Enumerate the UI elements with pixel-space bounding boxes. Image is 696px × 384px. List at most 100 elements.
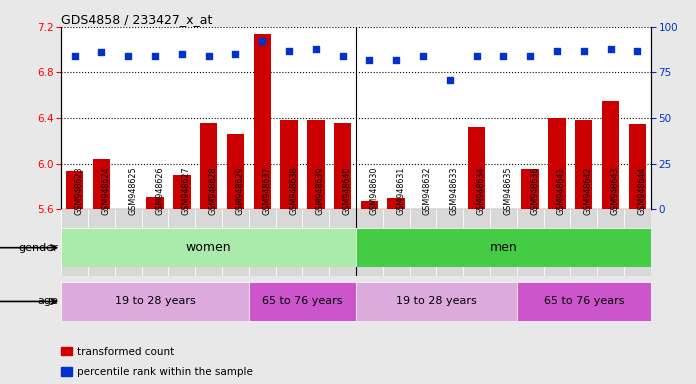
Bar: [334, 122, 351, 209]
Bar: [120, 209, 137, 213]
Point: [96, 50, 107, 56]
Bar: [575, 120, 592, 209]
Bar: [388, 198, 405, 209]
Point: [203, 53, 214, 59]
Text: GSM948642: GSM948642: [584, 166, 593, 215]
Point: [337, 53, 348, 59]
Point: [310, 46, 322, 52]
Bar: [249, 282, 356, 321]
Bar: [227, 134, 244, 209]
Bar: [329, 209, 356, 276]
Text: GSM948624: GSM948624: [102, 166, 111, 215]
Bar: [383, 209, 409, 276]
Text: GSM948635: GSM948635: [503, 166, 512, 215]
Text: GSM948631: GSM948631: [396, 166, 405, 215]
Bar: [409, 209, 436, 276]
Point: [176, 51, 187, 57]
Bar: [280, 120, 298, 209]
Text: GSM948629: GSM948629: [235, 166, 244, 215]
Text: GSM948634: GSM948634: [477, 166, 486, 215]
Bar: [249, 209, 276, 276]
Point: [69, 53, 80, 59]
Bar: [61, 346, 72, 355]
Point: [230, 51, 241, 57]
Text: GSM948633: GSM948633: [450, 166, 459, 215]
Point: [418, 53, 429, 59]
Bar: [222, 209, 249, 276]
Bar: [468, 127, 485, 209]
Text: 19 to 28 years: 19 to 28 years: [396, 296, 477, 306]
Point: [122, 53, 134, 59]
Bar: [356, 282, 516, 321]
Bar: [516, 209, 544, 276]
Bar: [61, 228, 356, 267]
Bar: [356, 228, 651, 267]
Bar: [200, 122, 217, 209]
Text: GSM948625: GSM948625: [128, 166, 137, 215]
Text: GSM948637: GSM948637: [262, 166, 271, 215]
Point: [150, 53, 161, 59]
Text: GSM948632: GSM948632: [423, 166, 432, 215]
Bar: [88, 209, 115, 276]
Bar: [276, 209, 302, 276]
Text: men: men: [489, 241, 517, 254]
Bar: [61, 209, 88, 276]
Text: GSM948643: GSM948643: [610, 166, 619, 215]
Text: 65 to 76 years: 65 to 76 years: [262, 296, 342, 306]
Bar: [464, 209, 490, 276]
Bar: [436, 209, 464, 276]
Text: GSM948641: GSM948641: [557, 166, 566, 215]
Bar: [61, 367, 72, 376]
Text: 19 to 28 years: 19 to 28 years: [115, 296, 196, 306]
Bar: [146, 197, 164, 209]
Bar: [602, 101, 619, 209]
Text: GSM948644: GSM948644: [638, 166, 647, 215]
Bar: [195, 209, 222, 276]
Text: GDS4858 / 233427_x_at: GDS4858 / 233427_x_at: [61, 13, 212, 26]
Bar: [597, 209, 624, 276]
Bar: [142, 209, 168, 276]
Text: GSM948628: GSM948628: [209, 166, 218, 215]
Bar: [628, 124, 646, 209]
Bar: [361, 201, 378, 209]
Text: GSM948638: GSM948638: [289, 166, 298, 215]
Bar: [307, 120, 324, 209]
Bar: [173, 175, 191, 209]
Text: gender: gender: [18, 243, 58, 253]
Point: [525, 53, 536, 59]
Bar: [516, 282, 651, 321]
Point: [578, 48, 590, 54]
Bar: [414, 209, 432, 256]
Bar: [356, 209, 383, 276]
Bar: [66, 170, 84, 209]
Bar: [521, 169, 539, 209]
Point: [364, 56, 375, 63]
Bar: [302, 209, 329, 276]
Point: [390, 56, 402, 63]
Text: women: women: [186, 241, 232, 254]
Point: [444, 77, 455, 83]
Text: GSM948636: GSM948636: [530, 166, 539, 215]
Text: GSM948630: GSM948630: [370, 166, 379, 215]
Text: 65 to 76 years: 65 to 76 years: [544, 296, 624, 306]
Text: GSM948639: GSM948639: [316, 166, 325, 215]
Text: GSM948626: GSM948626: [155, 166, 164, 215]
Point: [283, 48, 294, 54]
Text: GSM948627: GSM948627: [182, 166, 191, 215]
Point: [605, 46, 616, 52]
Bar: [441, 209, 459, 255]
Text: percentile rank within the sample: percentile rank within the sample: [77, 367, 253, 377]
Text: GSM948640: GSM948640: [342, 166, 351, 215]
Text: age: age: [37, 296, 58, 306]
Bar: [548, 118, 566, 209]
Bar: [93, 159, 110, 209]
Text: transformed count: transformed count: [77, 347, 174, 357]
Bar: [495, 209, 512, 213]
Bar: [61, 282, 249, 321]
Bar: [253, 34, 271, 209]
Point: [632, 48, 643, 54]
Point: [257, 38, 268, 45]
Point: [551, 48, 562, 54]
Bar: [490, 209, 516, 276]
Bar: [544, 209, 571, 276]
